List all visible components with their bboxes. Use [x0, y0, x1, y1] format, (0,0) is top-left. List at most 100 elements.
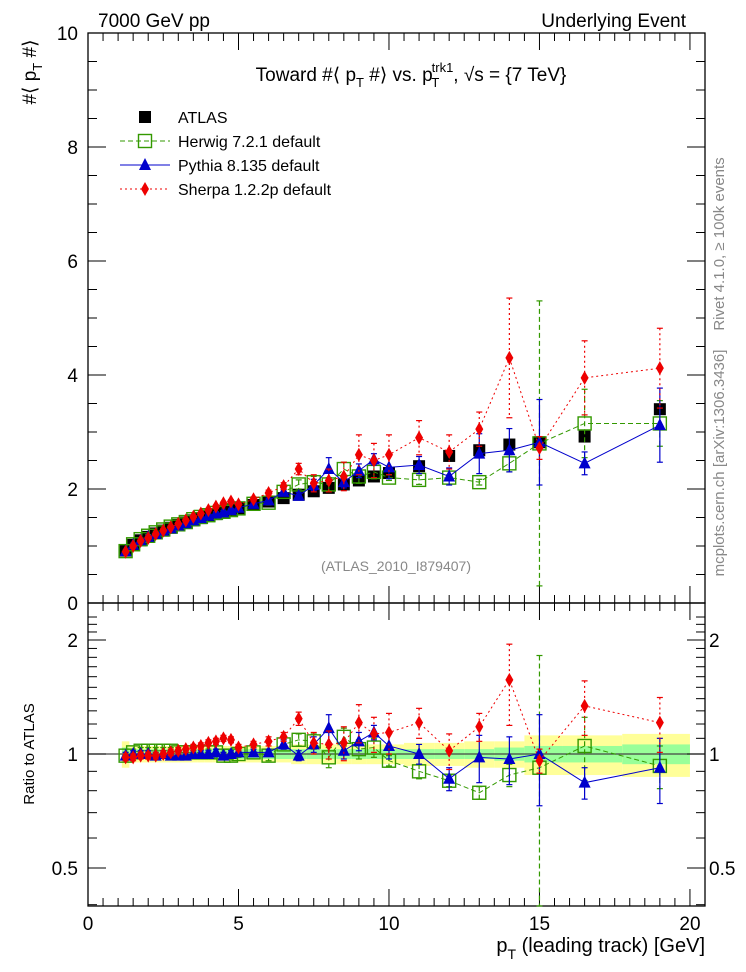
data-point — [354, 715, 363, 730]
data-point — [415, 715, 424, 730]
data-point — [151, 527, 160, 542]
data-point — [324, 473, 333, 488]
rivet-label: Rivet 4.1.0, ≥ 100k events — [711, 157, 728, 330]
data-point — [181, 513, 190, 528]
data-point — [209, 745, 222, 758]
y-tick-label: 6 — [67, 252, 78, 273]
data-point — [578, 456, 591, 469]
series-atlas — [119, 403, 666, 557]
ratio-y-tick-label: 2 — [67, 631, 78, 652]
data-point — [121, 544, 130, 559]
data-point — [384, 725, 393, 740]
ratio-y-tick-label: 0.5 — [52, 859, 78, 880]
data-point — [196, 738, 205, 753]
y-tick-label: 4 — [67, 366, 78, 387]
y-tick-label: 8 — [67, 138, 78, 159]
data-point — [166, 745, 175, 760]
data-point — [136, 748, 145, 763]
data-point — [194, 747, 207, 759]
x-axis-label: pT (leading track) [GeV] — [496, 935, 705, 962]
mcplots-label: mcplots.cern.ch [arXiv:1306.3436] — [711, 350, 728, 577]
data-point — [415, 430, 424, 445]
data-point — [339, 469, 348, 484]
data-point — [505, 350, 514, 365]
data-point — [322, 462, 335, 475]
data-point — [472, 785, 487, 800]
data-point — [443, 469, 456, 482]
beam-label: 7000 GeV pp — [98, 11, 210, 32]
legend-marker — [137, 133, 153, 149]
legend-item: Pythia 8.135 default — [120, 158, 320, 175]
legend-item: ATLAS — [139, 110, 228, 127]
category-label: Underlying Event — [541, 11, 686, 32]
data-point — [279, 479, 288, 494]
data-point — [144, 531, 153, 546]
ratio-y-tick-label-right: 2 — [709, 631, 720, 652]
legend-label: Pythia 8.135 default — [178, 158, 320, 175]
ratio-y-tick-label: 1 — [67, 745, 78, 766]
y-tick-label: 2 — [67, 480, 78, 501]
x-tick-label: 0 — [83, 914, 94, 935]
data-point — [144, 748, 153, 763]
legend: ATLAS Herwig 7.2.1 default Pythia 8.135 de… — [120, 110, 332, 199]
data-point — [384, 447, 393, 462]
analysis-id-label: (ATLAS_2010_I879407) — [321, 558, 471, 574]
data-point — [292, 748, 305, 761]
data-point — [578, 430, 591, 443]
legend-label: Sherpa 1.2.2p default — [178, 182, 332, 199]
series-herwig — [118, 300, 668, 587]
data-point — [503, 752, 516, 765]
ratio-axis-ticks — [87, 603, 705, 906]
x-tick-label: 5 — [233, 914, 244, 935]
y-tick-label: 10 — [57, 24, 78, 45]
data-point — [129, 750, 138, 765]
data-point — [445, 743, 454, 758]
data-point — [249, 492, 258, 507]
data-point — [249, 737, 258, 752]
data-point — [535, 753, 544, 768]
ratio-y-tick-label-right: 0.5 — [709, 859, 735, 880]
data-point — [577, 416, 592, 431]
data-point — [322, 721, 335, 734]
data-point — [211, 499, 220, 514]
data-point — [577, 738, 592, 754]
data-point — [121, 750, 130, 765]
data-point — [279, 729, 288, 744]
data-point — [655, 361, 664, 376]
legend-label: Herwig 7.2.1 default — [178, 134, 321, 151]
x-tick-label: 15 — [529, 914, 550, 935]
data-point — [443, 771, 456, 784]
data-point — [166, 520, 175, 535]
data-point — [189, 509, 198, 524]
data-point — [294, 462, 303, 477]
data-point — [219, 731, 228, 746]
series-sherpa — [121, 297, 664, 559]
plot-title: Toward #⟨ pT #⟩ vs. ptrk1 T, √s = {7 TeV} — [256, 60, 567, 90]
data-point — [369, 726, 378, 741]
data-point — [505, 672, 514, 687]
data-point — [234, 740, 243, 755]
data-point — [354, 447, 363, 462]
ratio-plot-panel: 0.5 0.5 1 1 2 2 Ratio to ATLAS — [21, 602, 735, 907]
main-y-tick-labels: 0 2 4 6 8 10 — [57, 24, 79, 615]
data-point — [204, 503, 213, 518]
data-point — [472, 474, 487, 490]
legend-label: ATLAS — [178, 110, 228, 127]
data-point — [475, 719, 484, 734]
data-point — [264, 485, 273, 500]
data-point — [445, 444, 454, 459]
data-point — [151, 748, 160, 763]
data-point — [226, 494, 235, 509]
data-point — [159, 747, 168, 761]
data-point — [204, 735, 213, 750]
ratio-y-axis-label: Ratio to ATLAS — [21, 703, 38, 804]
data-point — [291, 732, 306, 748]
data-point — [196, 506, 205, 521]
data-point — [475, 422, 484, 437]
data-point — [234, 497, 243, 512]
data-point — [503, 443, 516, 456]
main-plot-panel: 0 2 4 6 8 10 Toward #⟨ pT #⟩ vs. ptrk1 T, √s =… — [20, 24, 706, 615]
data-point — [226, 732, 235, 747]
data-point — [309, 735, 318, 750]
